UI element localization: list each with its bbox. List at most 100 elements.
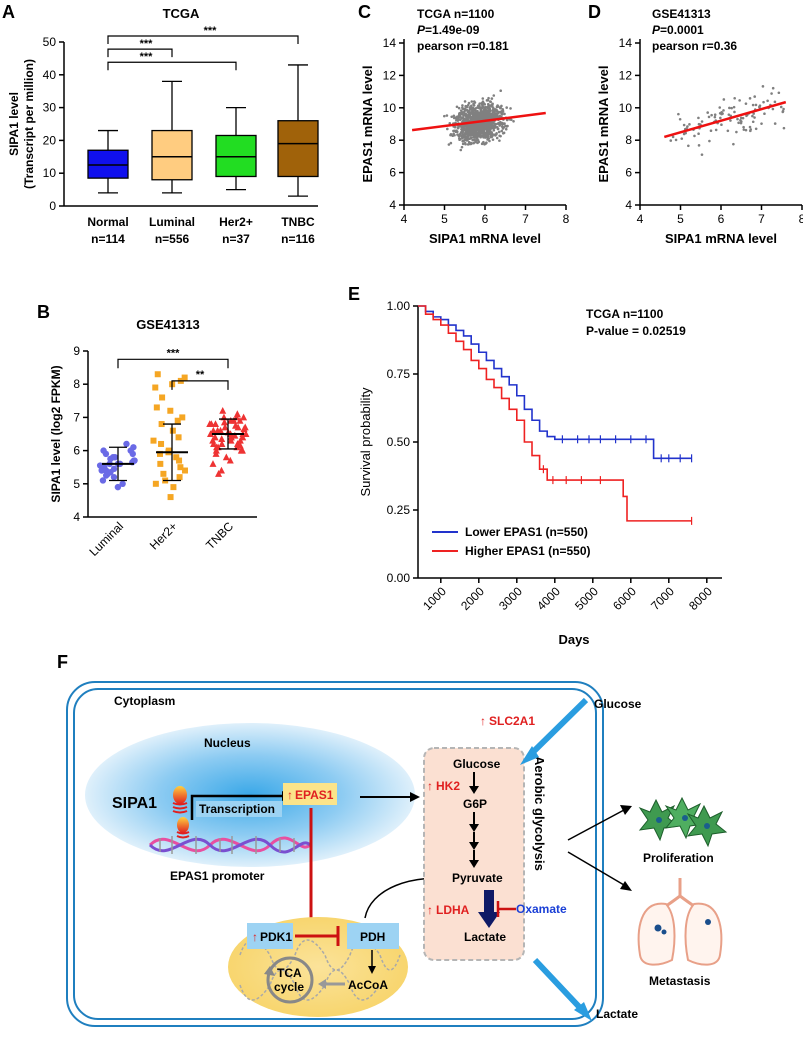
panel-b-category-label: Her2+ — [147, 519, 180, 552]
panel-d-point — [766, 99, 769, 103]
panel-c-point — [467, 101, 471, 105]
panel-c-point — [469, 116, 472, 120]
panel-c-point — [471, 111, 474, 114]
panel-d-point — [754, 127, 758, 131]
panel-d-point — [781, 110, 785, 114]
panel-c-point — [445, 114, 449, 117]
g6p-label: G6P — [463, 797, 487, 811]
panel-b-title: GSE41313 — [136, 317, 200, 332]
epas1-up-arrow-icon: ↑ — [287, 788, 293, 802]
tca-cycle-icon — [266, 956, 314, 1004]
panel-d-point — [779, 105, 783, 109]
panel-d-x-tick-label: 4 — [637, 212, 644, 226]
panel-c-annotation: pearson r=0.181 — [417, 39, 509, 53]
panel-d-point — [730, 106, 733, 110]
panel-c-point — [496, 122, 500, 125]
panel-c-point — [448, 121, 452, 125]
panel-e-y-tick-label: 0.25 — [387, 503, 411, 517]
proliferating-cells-icon — [638, 796, 728, 848]
panel-c-point — [462, 133, 466, 136]
panel-b-point — [114, 483, 122, 491]
panel-c-point — [450, 115, 454, 119]
panel-c-annotation: TCGA n=1100 — [417, 7, 495, 21]
panel-c-y-tick-label: 12 — [383, 68, 397, 82]
panel-d-point — [735, 130, 738, 134]
panel-d-y-tick-label: 4 — [625, 198, 632, 212]
tca-cycle-arrowhead-icon — [264, 966, 275, 976]
panel-b-point — [119, 480, 126, 487]
panel-b-point — [218, 440, 226, 447]
panel-c-point — [505, 118, 509, 122]
panel-c-point — [470, 100, 474, 103]
panel-b-point — [236, 436, 244, 444]
panel-b-point — [215, 470, 223, 477]
panel-c-y-tick-label: 6 — [389, 166, 396, 180]
panel-d-point — [697, 116, 700, 120]
panel-a-count-label: n=556 — [155, 232, 190, 246]
panel-c-x-tick-label: 8 — [563, 212, 570, 226]
panel-b-y-label: SIPA1 level (log2 FPKM) — [49, 365, 63, 502]
panel-b-point — [240, 425, 248, 433]
panel-b-point — [159, 394, 166, 401]
panel-c-point — [468, 108, 472, 111]
panel-e-annotation: P-value = 0.02519 — [586, 324, 686, 338]
panel-c-y-tick-label: 8 — [389, 133, 396, 147]
panel-c-point — [477, 128, 481, 132]
tca-cycle-label: cycle — [274, 980, 304, 994]
panel-d-point — [748, 125, 752, 129]
pyruvate-label: Pyruvate — [452, 871, 503, 885]
panel-a-count-label: n=116 — [281, 232, 315, 246]
panel-b-point — [232, 421, 240, 429]
panel-c-annotation-p: P — [417, 23, 426, 37]
panel-d-scatter: D 4 5 6 7 8 4 6 8 10 12 14 SIPA1 mRNA level EPAS1 mR… — [588, 2, 803, 246]
lactate-export-arrowhead-icon — [574, 1002, 592, 1021]
panel-d-point — [728, 106, 731, 110]
panel-c-y-tick-label: 14 — [383, 36, 397, 50]
panel-b-point — [127, 447, 134, 454]
mitochondrion-cristae-lower — [239, 969, 381, 1001]
panel-c-point — [474, 125, 478, 128]
panel-d-point — [710, 113, 713, 117]
panel-a-box — [277, 120, 319, 178]
panel-b-point — [175, 434, 182, 441]
panel-d-point — [706, 111, 710, 114]
panel-c-point — [455, 105, 459, 109]
panel-c-point — [495, 136, 499, 140]
glycolysis-lactate-label: Lactate — [464, 930, 506, 944]
panel-c-point — [488, 100, 492, 103]
panel-b-significance-bracket — [117, 358, 229, 369]
panel-b-point — [218, 435, 226, 442]
panel-b-point — [152, 384, 159, 391]
panel-d-point — [687, 144, 690, 148]
panel-e-curve — [418, 305, 692, 522]
hk2-label: HK2 — [436, 779, 460, 793]
panel-b-point — [96, 462, 104, 469]
sipa1-label: SIPA1 — [112, 795, 157, 812]
panel-e-x-tick-label: 4000 — [534, 584, 563, 613]
panel-b-y-tick-label: 8 — [73, 377, 80, 391]
panel-c-point — [488, 139, 491, 143]
panel-d-point — [732, 105, 736, 109]
panel-c-point — [485, 99, 489, 102]
panel-c-point — [495, 125, 499, 129]
panel-a-box — [215, 134, 257, 178]
panel-d-y-tick-label: 10 — [619, 101, 633, 115]
panel-c-point — [469, 124, 472, 128]
panel-c-x-tick-label: 6 — [482, 212, 489, 226]
panel-b-point — [219, 406, 227, 414]
panel-e-legend-label: Lower EPAS1 (n=550) — [465, 525, 588, 539]
panel-c-point — [475, 115, 479, 118]
panel-e-x-tick-label: 6000 — [610, 584, 639, 613]
panel-c-point — [453, 133, 456, 137]
panel-c-point — [505, 106, 508, 109]
panel-e-y-tick-label: 0.00 — [387, 571, 411, 585]
panel-b-point — [157, 460, 164, 467]
panel-c-point — [464, 125, 468, 128]
panel-c-point — [500, 125, 504, 128]
panel-a-category-label: Normal — [87, 215, 128, 229]
panel-c-point — [468, 128, 472, 132]
panel-d-point — [744, 102, 748, 105]
sipa1-protein-icon — [172, 786, 190, 839]
panel-b-point — [111, 454, 119, 461]
panel-c-point — [476, 112, 479, 116]
